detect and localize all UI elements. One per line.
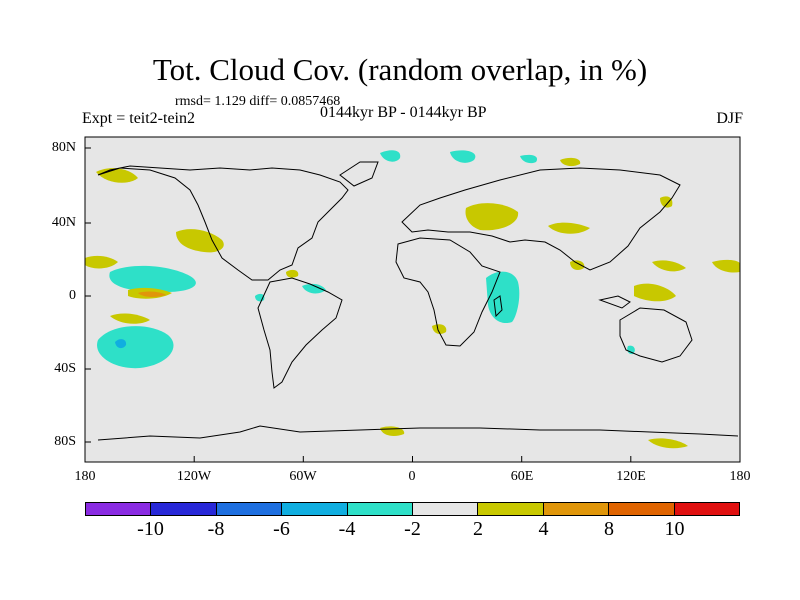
y-tick-label: 40S [54,361,76,376]
legend-swatch [543,503,610,515]
x-tick-label: 180 [74,469,96,484]
anomaly-arctic-negative-3 [520,154,538,164]
legend-swatch [478,503,544,515]
legend-tick-label: 4 [538,518,549,540]
anomaly-equatorial-pacific-core [138,291,166,298]
y-tick-label: 80N [51,140,76,155]
anomaly-dateline-positive [712,259,740,273]
anomaly-india-positive [570,260,585,270]
anomaly-west-pacific-tropics-positive [652,260,686,272]
coastlines [97,161,739,441]
statistics-text: rmsd= 1.129 diff= 0.0857468 [175,94,341,109]
tick-marks [84,147,741,462]
anomaly-tibet-positive [548,222,590,234]
x-tick-label: 60E [510,469,534,484]
legend-tick-label: -6 [273,518,290,540]
anomaly-caribbean-positive [286,269,299,278]
legend-tick-label: 8 [604,518,614,540]
anomaly-australia-negative [627,345,635,355]
coastline-south-america [257,277,343,389]
coastline-australia [619,307,693,363]
plot-background [85,137,740,462]
anomaly-fields [85,150,740,449]
y-tick-label: 0 [69,288,76,303]
coastline-north-america [97,165,349,281]
experiment-label: Expt = teit2-tein2 [82,110,195,127]
coastline-greenland [339,161,379,187]
y-tick-label: 40N [51,215,76,230]
coastline-borneo [598,295,631,309]
color-legend-bar [85,502,740,516]
legend-swatch [609,503,675,515]
anomaly-central-asia-positive [465,203,519,231]
x-tick-label: 0 [408,469,416,484]
x-tick-label: 120W [176,469,212,484]
anomaly-maritime-positive [634,283,676,302]
coastline-antarctica [97,425,739,441]
anomaly-south-pacific-positive [110,313,150,324]
season-label: DJF [716,110,743,127]
legend-tick-label: 2 [473,518,483,540]
legend-swatch [86,503,152,515]
anomaly-japan-positive [660,196,673,208]
legend-tick-label: -2 [404,518,421,540]
anomaly-south-pacific-core [115,339,127,349]
coastline-africa [395,237,501,347]
legend-swatch [347,503,414,515]
legend-swatch [413,503,479,515]
legend-swatch [674,503,740,515]
anomaly-arctic-negative-2 [450,150,476,163]
coastline-madagascar [493,295,503,318]
legend-swatch [151,503,217,515]
anomaly-west-pacific-positive [85,255,118,269]
coastline-eurasia [401,167,681,271]
chart-title: Tot. Cloud Cov. (random overlap, in %) [152,52,648,87]
period-label: 0144kyr BP - 0144kyr BP [320,104,487,121]
anomaly-south-pacific-negative [97,326,174,369]
y-tick-label: 80S [54,434,76,449]
anomaly-south-africa-positive [432,324,447,334]
legend-swatch [282,503,348,515]
legend-swatch [216,503,283,515]
x-tick-label: 120E [616,469,646,484]
x-tick-label: 60W [289,469,317,484]
legend-tick-label: -4 [338,518,356,540]
legend-tick-label: -8 [207,518,225,540]
anomaly-siberia-positive [560,157,581,167]
legend-tick-label: -10 [137,518,164,540]
anomaly-amazon-negative [302,283,326,294]
anomaly-north-pacific-negative [109,265,196,293]
x-tick-label: 180 [729,469,751,484]
anomaly-arctic-negative-1 [380,150,401,162]
anomaly-indian-ocean-negative [486,271,520,324]
legend-tick-label: 10 [664,518,685,540]
anomaly-east-pacific-positive [176,229,224,253]
anomaly-antarctic-positive-1 [648,438,688,449]
